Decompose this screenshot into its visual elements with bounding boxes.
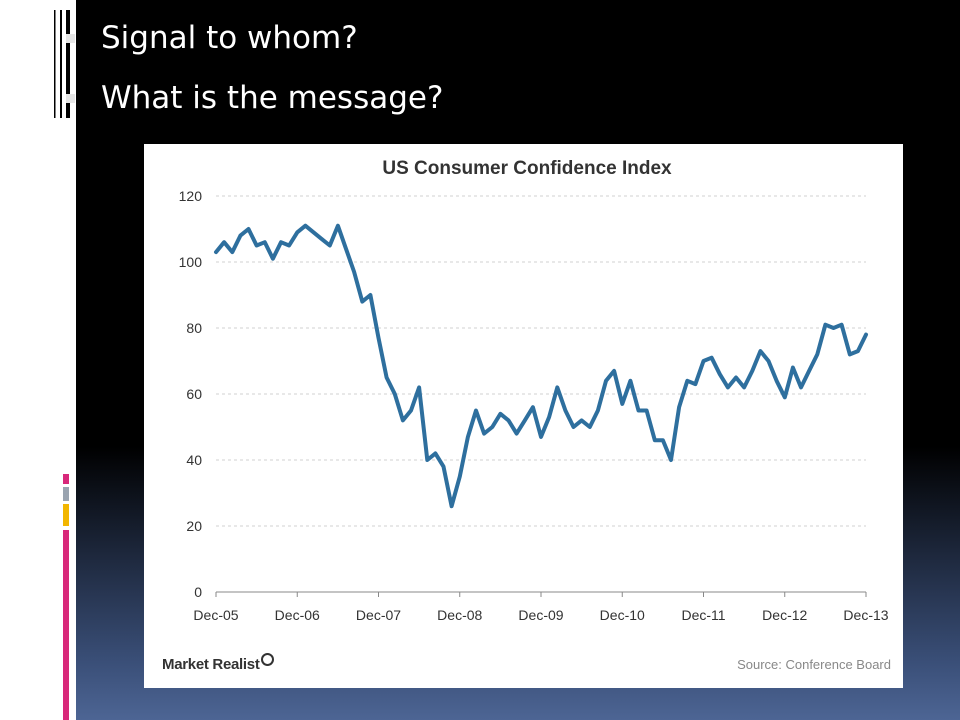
bullet-list: Signal to whom? What is the message? xyxy=(66,8,443,128)
y-tick-label: 100 xyxy=(179,254,203,270)
y-tick-label: 60 xyxy=(186,386,202,402)
x-tick-label: Dec-12 xyxy=(762,607,807,623)
y-tick-label: 40 xyxy=(186,452,202,468)
x-tick-label: Dec-06 xyxy=(275,607,320,623)
y-tick-label: 120 xyxy=(179,188,203,204)
line-chart: US Consumer Confidence Index 0 20 40 60 80 10… xyxy=(179,158,889,623)
y-tick-label: 20 xyxy=(186,518,202,534)
x-tick-label: Dec-05 xyxy=(193,607,238,623)
brand-logo: Market Realist xyxy=(162,653,274,673)
source-note: Source: Conference Board xyxy=(737,657,891,672)
bullet-text: Signal to whom? xyxy=(101,20,358,56)
x-tick-label: Dec-08 xyxy=(437,607,482,623)
x-tick-label: Dec-09 xyxy=(518,607,563,623)
accent-pink-bar-long xyxy=(63,530,69,720)
square-bullet-icon xyxy=(66,93,75,103)
accent-yellow-bar xyxy=(63,504,69,526)
y-tick-label: 80 xyxy=(186,320,202,336)
accent-gray-bar xyxy=(63,487,69,501)
y-axis: 0 20 40 60 80 100 120 xyxy=(179,188,203,600)
x-tick-label: Dec-07 xyxy=(356,607,401,623)
square-bullet-icon xyxy=(66,33,75,43)
bullet-item: Signal to whom? xyxy=(66,8,443,68)
grid xyxy=(216,195,866,593)
x-tick-label: Dec-10 xyxy=(600,607,645,623)
chart-image: US Consumer Confidence Index 0 20 40 60 80 10… xyxy=(144,144,903,688)
x-axis: Dec-05 Dec-06 Dec-07 Dec-08 Dec-09 Dec-10 Dec-… xyxy=(193,592,889,623)
x-tick-label: Dec-11 xyxy=(681,607,725,623)
decorative-bars xyxy=(38,0,76,720)
x-tick-label: Dec-13 xyxy=(843,607,888,623)
magnifier-icon xyxy=(260,653,274,666)
left-margin xyxy=(0,0,38,720)
accent-pink-bar xyxy=(63,474,69,484)
chart-title: US Consumer Confidence Index xyxy=(382,158,672,179)
brand-text: Market Realist xyxy=(162,656,260,673)
bullet-item: What is the message? xyxy=(66,68,443,128)
y-tick-label: 0 xyxy=(194,584,202,600)
bullet-text: What is the message? xyxy=(101,80,444,116)
series-line xyxy=(214,223,868,509)
series-group xyxy=(214,223,868,509)
